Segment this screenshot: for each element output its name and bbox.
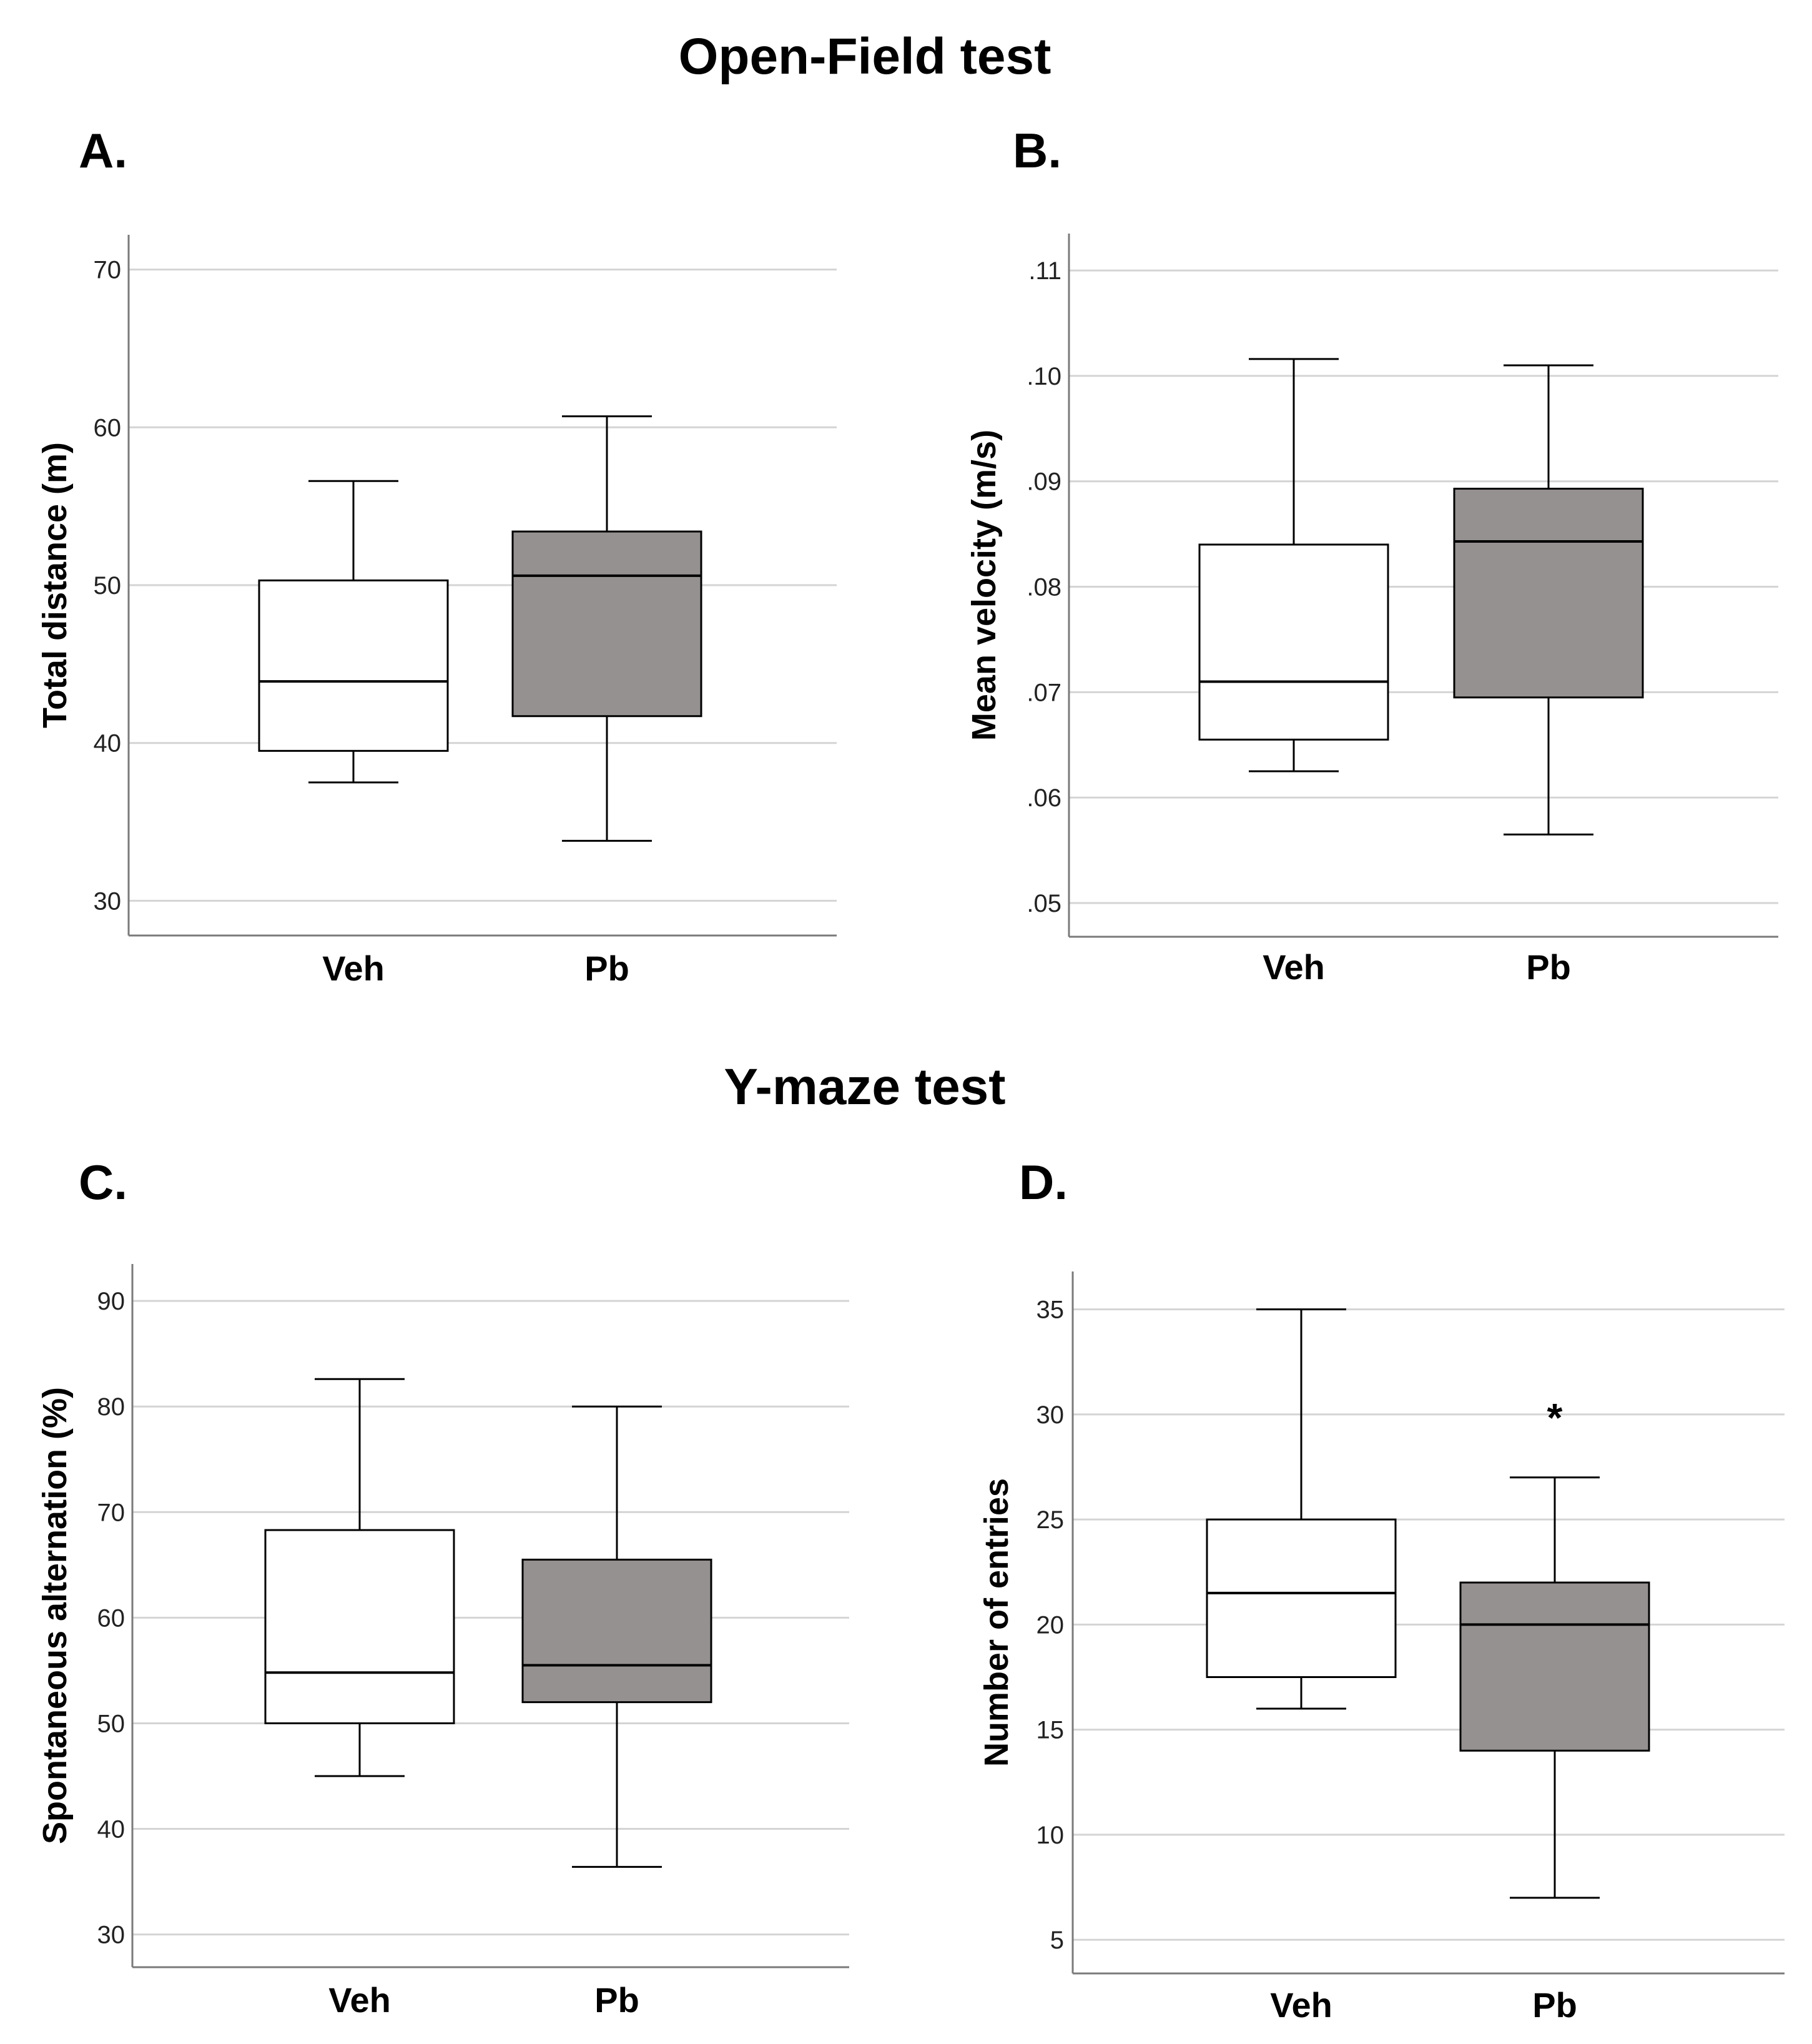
y-maze-title: Y-maze test — [724, 1059, 1005, 1115]
panel-d-tick-label: 35 — [1036, 1296, 1065, 1324]
panel-a-box-veh — [258, 480, 449, 784]
panel-d-tick-label: 15 — [1036, 1717, 1065, 1744]
panel-d-tick-label: 20 — [1036, 1611, 1065, 1639]
panel-c: C. 30 40 50 60 70 80 90 Spontaneous alternation … — [36, 1155, 849, 2020]
panel-c-tick-label: 40 — [97, 1816, 126, 1844]
panel-a-box-veh-iqr — [258, 579, 449, 752]
panel-c-label: C. — [79, 1155, 127, 1210]
panel-d: D. 5 10 15 20 25 30 35 Number of entries Veh Pb * — [978, 1155, 1785, 2025]
panel-d-category-pb: Pb — [1532, 1985, 1577, 2025]
panel-c-category-veh: Veh — [328, 1980, 391, 2020]
panel-c-tick-label: 30 — [97, 1922, 126, 1949]
panel-c-tick-label: 80 — [97, 1393, 126, 1421]
panel-c-category-pb: Pb — [594, 1980, 639, 2020]
panel-d-tick-label: 5 — [1050, 1927, 1064, 1954]
panel-a-tick-label: 40 — [94, 730, 122, 758]
panel-b-tick-label: .05 — [1027, 890, 1061, 917]
panel-c-tick-label: 60 — [97, 1604, 126, 1632]
panel-d-box-pb-iqr — [1459, 1581, 1650, 1752]
panel-a-tick-label: 50 — [94, 572, 122, 600]
panel-a-box-pb — [511, 415, 702, 842]
panel-a-label: A. — [79, 123, 127, 178]
panel-d-tick-label: 30 — [1036, 1401, 1065, 1429]
panel-b-label: B. — [1013, 123, 1061, 178]
panel-a-tick-label: 70 — [94, 257, 122, 284]
panel-b-tick-label: .10 — [1027, 363, 1061, 390]
panel-a-tick-label: 60 — [94, 414, 122, 442]
panel-b-box-veh-iqr — [1198, 543, 1389, 741]
open-field-title: Open-Field test — [679, 28, 1051, 85]
panel-d-box-pb — [1459, 1476, 1650, 1899]
panel-d-tick-label: 25 — [1036, 1506, 1065, 1534]
panel-c-tick-label: 50 — [97, 1710, 126, 1737]
panel-b-tick-label: .11 — [1028, 257, 1061, 285]
panel-d-category-veh: Veh — [1270, 1985, 1332, 2025]
panel-c-tick-label: 90 — [97, 1288, 126, 1315]
panel-c-box-pb-iqr — [521, 1558, 712, 1704]
panel-d-label: D. — [1019, 1155, 1068, 1210]
panel-b-category-veh: Veh — [1263, 947, 1325, 987]
panel-c-tick-label: 70 — [97, 1499, 126, 1526]
panel-c-box-pb — [521, 1405, 712, 1868]
panel-b-y-axis-title: Mean velocity (m/s) — [965, 430, 1003, 741]
panels: A. 30 40 50 60 70 Total distance (m) Veh Pb B. .05… — [36, 123, 1785, 2025]
panel-b-category-pb: Pb — [1526, 947, 1571, 987]
panel-b: B. .05 .06 .07 .08 .09 .10 .11 Mean velocity (m/… — [965, 123, 1778, 987]
panel-b-tick-label: .06 — [1027, 784, 1061, 812]
panel-d-box-veh — [1206, 1308, 1397, 1710]
panel-d-significance-marker: * — [1547, 1395, 1563, 1440]
panel-a-category-veh: Veh — [322, 949, 385, 988]
panel-b-box-pb — [1453, 364, 1644, 836]
panel-a-category-pb: Pb — [584, 949, 629, 988]
panel-b-box-pb-iqr — [1453, 488, 1644, 699]
panel-b-tick-label: .09 — [1027, 468, 1061, 496]
panel-b-tick-label: .08 — [1027, 574, 1061, 601]
panel-d-y-axis-title: Number of entries — [978, 1478, 1015, 1767]
panel-b-box-veh — [1198, 358, 1389, 773]
panel-a-tick-label: 30 — [94, 887, 122, 915]
panel-d-box-veh-iqr — [1206, 1518, 1397, 1678]
panel-a-y-axis-title: Total distance (m) — [36, 442, 74, 728]
panel-b-tick-label: .07 — [1027, 679, 1061, 706]
panel-a: A. 30 40 50 60 70 Total distance (m) Veh Pb — [36, 123, 837, 988]
panel-d-tick-label: 10 — [1036, 1822, 1065, 1849]
panel-a-box-pb-iqr — [511, 530, 702, 718]
panel-c-box-veh-iqr — [264, 1529, 455, 1724]
panel-c-box-veh — [264, 1378, 455, 1777]
panel-c-y-axis-title: Spontaneous alternation (%) — [36, 1387, 74, 1844]
